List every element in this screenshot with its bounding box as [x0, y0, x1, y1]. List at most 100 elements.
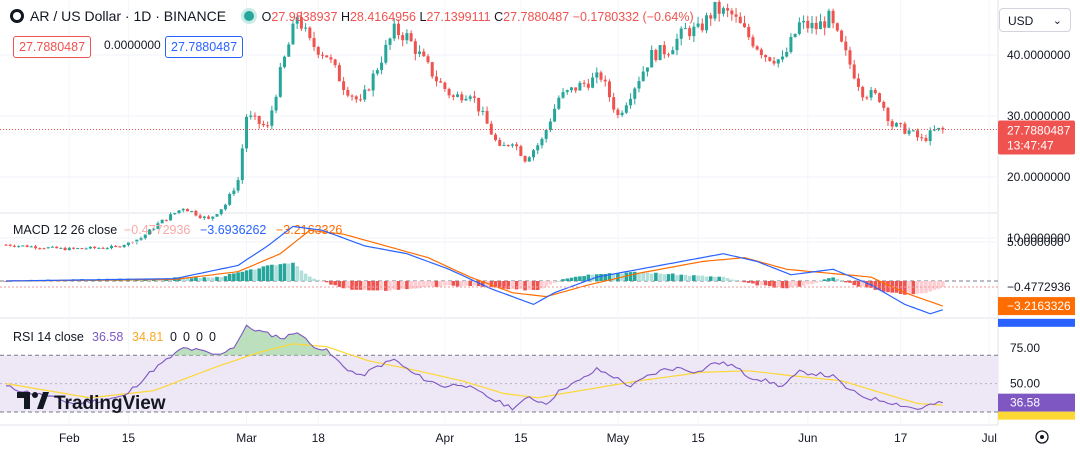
macd-histogram-bar	[886, 281, 890, 293]
macd-histogram-bar	[544, 281, 548, 287]
macd-histogram-bar	[704, 276, 709, 281]
candle	[443, 82, 447, 89]
candle	[637, 81, 641, 89]
time-tick-label: Apr	[436, 431, 455, 445]
macd-signal-axis-bg	[998, 297, 1075, 316]
macd-histogram-bar	[421, 281, 426, 288]
open-label: O	[261, 10, 272, 24]
macd-histogram-bar	[793, 281, 797, 287]
macd-histogram-bar	[375, 281, 380, 291]
macd-histogram-bar	[763, 281, 768, 286]
candle	[181, 208, 185, 211]
macd-histogram-bar	[759, 281, 764, 286]
candle	[569, 87, 573, 91]
candle	[899, 123, 903, 125]
macd-histogram-bar	[493, 281, 498, 288]
macd-histogram-bar	[189, 278, 194, 281]
candle	[8, 244, 12, 246]
candle	[620, 112, 624, 116]
candle	[835, 23, 839, 31]
candle	[675, 38, 679, 51]
buy-price-box[interactable]: 27.7880487	[165, 36, 244, 58]
candle	[894, 123, 898, 127]
candle	[941, 127, 945, 130]
candle	[156, 223, 160, 229]
macd-histogram-bar	[654, 272, 658, 281]
candle	[667, 54, 671, 56]
time-tick-label: 15	[691, 431, 705, 445]
candle	[105, 248, 109, 250]
time-tick-label: Jun	[798, 431, 817, 445]
macd-histogram-bar	[649, 273, 654, 281]
candle	[413, 41, 417, 54]
candle	[831, 10, 835, 24]
candle	[658, 45, 662, 61]
macd-histogram-bar	[903, 281, 907, 295]
candle	[321, 54, 324, 56]
macd-histogram-bar	[599, 273, 603, 281]
rsi-ma-axis-bg	[998, 411, 1075, 420]
macd-histogram-bar	[388, 281, 392, 291]
candle	[375, 70, 379, 74]
rsi-tick-label: 75.00	[1010, 341, 1040, 355]
candle	[93, 246, 97, 248]
macd-histogram-bar	[459, 281, 464, 287]
macd-histogram-bar	[354, 281, 359, 290]
macd-title: MACD 12 26 close	[13, 223, 117, 237]
candle	[789, 36, 793, 52]
candle	[738, 16, 742, 24]
macd-histogram-bar	[637, 272, 641, 281]
candle	[211, 216, 215, 219]
candle	[700, 23, 704, 31]
candle	[574, 87, 578, 91]
candle	[502, 144, 506, 146]
macd-histogram-bar	[236, 272, 240, 281]
rsi-ma-line	[5, 343, 943, 406]
macd-histogram-bar	[400, 281, 405, 289]
candle	[785, 51, 789, 57]
candle	[291, 23, 295, 45]
macd-histogram-bar	[232, 273, 236, 281]
candle	[464, 98, 468, 101]
macd-histogram-bar	[362, 281, 367, 290]
macd-histogram-bar	[569, 277, 574, 281]
macd-histogram-bar	[447, 281, 451, 286]
macd-histogram-bar	[827, 278, 831, 281]
macd-histogram-bar	[438, 281, 443, 287]
candle	[662, 45, 666, 55]
candle	[650, 49, 654, 68]
candle	[498, 140, 502, 146]
candle	[603, 79, 607, 82]
macd-histogram-bar	[535, 281, 540, 291]
macd-histogram-bar	[240, 271, 245, 281]
currency-select[interactable]: USD ⌄	[999, 8, 1071, 32]
rsi-axis-label: 36.58	[1010, 396, 1040, 410]
tradingview-logo-dot	[32, 392, 38, 398]
sell-price-box[interactable]: 27.7880487	[13, 36, 92, 58]
macd-histogram-bar	[755, 281, 759, 286]
rsi-title: RSI 14 close	[13, 330, 84, 344]
macd-histogram-bar	[502, 281, 506, 289]
candle	[337, 65, 341, 82]
macd-histogram-bar	[789, 281, 793, 288]
candle	[523, 155, 527, 162]
macd-histogram-bar	[658, 273, 662, 281]
macd-histogram-bar	[806, 281, 810, 285]
symbol-status-icon	[10, 9, 24, 23]
macd-histogram-bar	[632, 271, 637, 281]
macd-histogram-bar	[409, 281, 413, 289]
macd-histogram-bar	[801, 281, 806, 286]
candle	[173, 213, 177, 215]
rsi-axis-bg	[998, 393, 1075, 412]
candle	[688, 28, 692, 37]
macd-histogram-bar	[928, 281, 932, 292]
macd-histogram-bar	[198, 278, 202, 281]
candle	[312, 38, 316, 48]
time-tick-label: 15	[514, 431, 528, 445]
candle	[270, 110, 274, 126]
candle	[190, 210, 194, 212]
candle	[607, 81, 611, 98]
settings-icon[interactable]	[1035, 430, 1049, 444]
macd-histogram-bar	[329, 281, 333, 285]
